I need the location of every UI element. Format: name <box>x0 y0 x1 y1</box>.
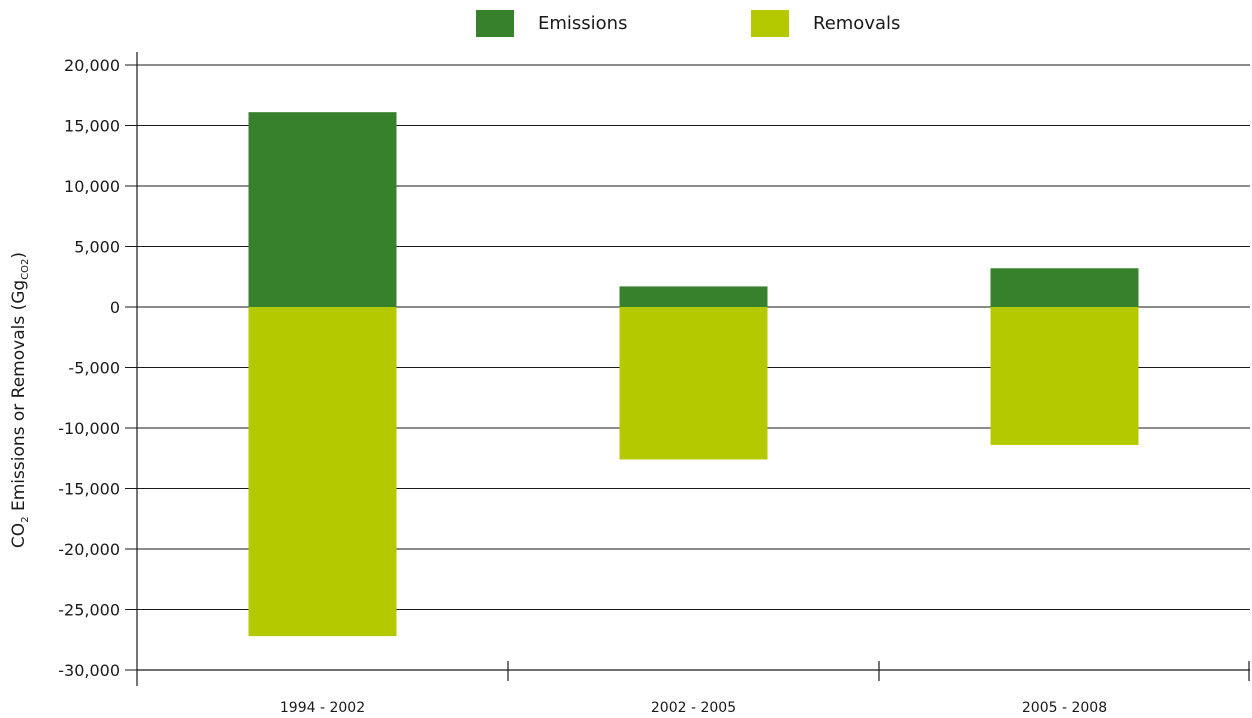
legend-swatch-emissions <box>476 10 514 37</box>
y-tick-label: -25,000 <box>58 601 120 620</box>
x-tick-label: 2002 - 2005 <box>651 700 736 716</box>
y-tick-label: -20,000 <box>58 540 120 559</box>
y-tick-label: -30,000 <box>58 661 120 680</box>
legend-swatch-removals <box>751 10 789 37</box>
y-axis-label: CO2 Emissions or Removals (GgCO2) <box>9 252 31 548</box>
bars <box>248 112 1139 637</box>
y-tick-label: 5,000 <box>74 238 120 257</box>
bar-emissions <box>990 268 1139 307</box>
axes <box>125 52 1250 686</box>
x-tick-label: 2005 - 2008 <box>1022 700 1107 716</box>
bar-removals <box>248 307 397 637</box>
bar-removals <box>990 307 1139 445</box>
y-tick-labels: 20,000 15,000 10,000 5,000 0 -5,000 -10,000 -15… <box>58 56 120 680</box>
y-tick-label: -5,000 <box>68 359 120 378</box>
y-tick-label: 10,000 <box>64 177 120 196</box>
legend-label-removals: Removals <box>813 13 900 34</box>
y-tick-label: -10,000 <box>58 419 120 438</box>
y-tick-label: 0 <box>110 298 120 317</box>
legend: Emissions Removals <box>476 10 900 37</box>
y-tick-label: -15,000 <box>58 480 120 499</box>
x-tick-labels: 1994 - 2002 2002 - 2005 2005 - 2008 <box>280 700 1107 716</box>
bar-removals <box>619 307 768 460</box>
x-tick-label: 1994 - 2002 <box>280 700 365 716</box>
bar-emissions <box>248 112 397 307</box>
bar-emissions <box>619 286 768 307</box>
y-tick-label: 15,000 <box>64 117 120 136</box>
legend-label-emissions: Emissions <box>538 13 627 34</box>
y-tick-label: 20,000 <box>64 56 120 75</box>
